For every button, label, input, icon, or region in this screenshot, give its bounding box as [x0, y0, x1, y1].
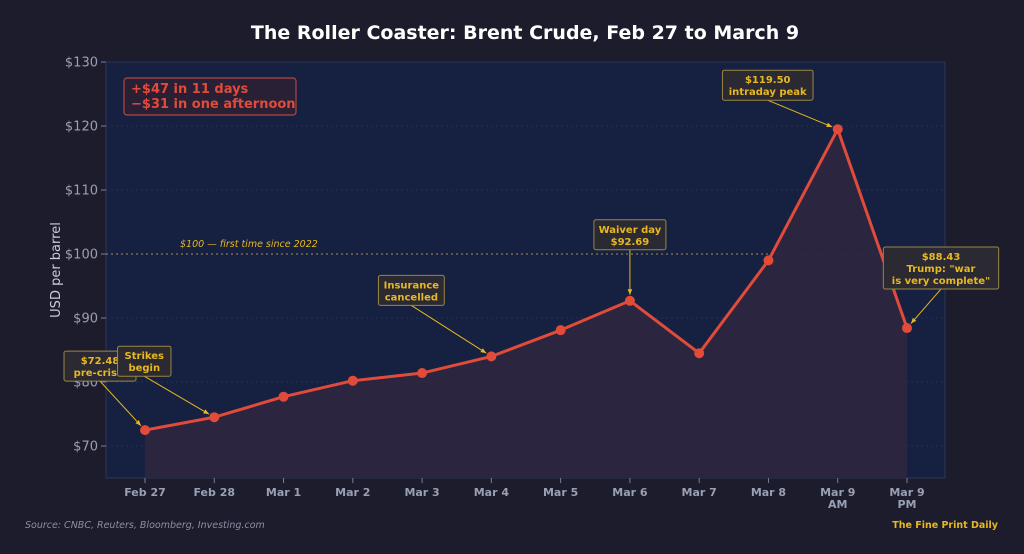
- data-point: [278, 391, 289, 402]
- annotation-box: [882, 246, 1000, 290]
- x-tick-label: Mar 9: [820, 486, 855, 499]
- annotation-arrowhead: [627, 289, 633, 295]
- annotation-arrowhead: [203, 409, 210, 415]
- x-tick-label: Mar 6: [612, 486, 648, 499]
- data-point: [694, 348, 705, 359]
- annotation-arrowhead: [480, 348, 487, 354]
- summary-line-2: −$31 in one afternoon: [131, 97, 296, 112]
- x-tick-label: Mar 8: [751, 486, 786, 499]
- data-point: [624, 295, 635, 306]
- annotation-arrowhead: [135, 420, 141, 426]
- brand-name: The Fine Print Daily: [892, 520, 999, 531]
- annotation-text: $72.48: [81, 356, 120, 367]
- x-tick-label: PM: [897, 498, 916, 511]
- annotation-arrow: [411, 304, 487, 354]
- annotation-text: Waiver day: [599, 225, 662, 236]
- x-tick-label: Mar 2: [335, 486, 370, 499]
- annotation-arrow: [910, 288, 942, 324]
- data-point: [902, 323, 912, 334]
- annotation-text: $119.50: [745, 75, 791, 86]
- x-axis-ticks: Feb 27 Feb 28 Mar 1 Mar 2 Mar 3 Mar 4 Mar 5 Mar…: [124, 478, 925, 511]
- annotation-arrow: [99, 380, 142, 427]
- x-tick-label: Mar 1: [266, 486, 301, 499]
- x-tick-label: Mar 4: [474, 486, 510, 499]
- summary-line-1: +$47 in 11 days: [131, 82, 249, 97]
- annotation-text: begin: [128, 363, 160, 374]
- summary-box: +$47 in 11 days −$31 in one afternoon: [123, 77, 297, 116]
- annotation: Waiver day$92.69: [593, 219, 667, 295]
- x-tick-label: AM: [828, 498, 847, 511]
- y-tick-label: $70: [73, 440, 98, 455]
- source-note: Source: CNBC, Reuters, Bloomberg, Invest…: [25, 520, 265, 531]
- annotation-text: Insurance: [384, 280, 440, 291]
- x-tick-label: Feb 28: [193, 486, 235, 499]
- annotation-arrow: [767, 99, 833, 128]
- chart-title: The Roller Coaster: Brent Crude, Feb 27 …: [251, 22, 799, 44]
- x-tick-label: Mar 7: [682, 486, 717, 499]
- annotation-box: [117, 345, 172, 377]
- annotations: $72.48pre-crisisStrikesbeginInsurancecan…: [63, 69, 1000, 427]
- annotation-text: intraday peak: [729, 87, 807, 98]
- x-tick-label: Mar 3: [404, 486, 439, 499]
- annotation-text: cancelled: [385, 292, 438, 303]
- x-tick-label: Mar 5: [543, 486, 578, 499]
- annotation-text: $92.69: [611, 237, 650, 248]
- series-line: [144, 127, 909, 432]
- data-point: [417, 368, 428, 379]
- annotation-arrowhead: [826, 122, 833, 127]
- reference-line-group: $100 — first time since 2022: [106, 239, 945, 255]
- x-tick-label: Mar 9: [889, 486, 924, 499]
- annotation-text: $88.43: [922, 252, 961, 263]
- data-point: [832, 124, 843, 135]
- annotation-text: Strikes: [125, 351, 165, 362]
- data-point: [209, 412, 220, 423]
- area-fill: [145, 129, 907, 478]
- data-point: [347, 375, 358, 386]
- annotation-text: is very complete": [892, 276, 990, 287]
- annotation-box: [377, 274, 445, 306]
- y-tick-label: $110: [65, 184, 98, 199]
- y-tick-label: $120: [65, 120, 98, 135]
- data-point: [763, 255, 774, 266]
- y-tick-label: $130: [65, 56, 98, 71]
- data-point: [555, 325, 566, 336]
- x-tick-label: Feb 27: [124, 486, 166, 499]
- data-points: [140, 124, 912, 436]
- annotation-box: [721, 69, 814, 101]
- annotation-arrowhead: [910, 317, 917, 324]
- annotation-text: pre-crisis: [74, 368, 127, 379]
- data-point: [486, 351, 497, 362]
- annotation-box: [593, 219, 667, 251]
- y-tick-label: $90: [73, 312, 98, 327]
- annotation-text: Trump: "war: [907, 264, 976, 275]
- data-point: [140, 425, 150, 436]
- summary-box-frame: [123, 77, 297, 116]
- y-axis-label: USD per barrel: [49, 222, 64, 318]
- annotation-arrow: [144, 375, 210, 415]
- y-tick-label: $100: [65, 248, 98, 263]
- reference-line-label: $100 — first time since 2022: [180, 239, 318, 250]
